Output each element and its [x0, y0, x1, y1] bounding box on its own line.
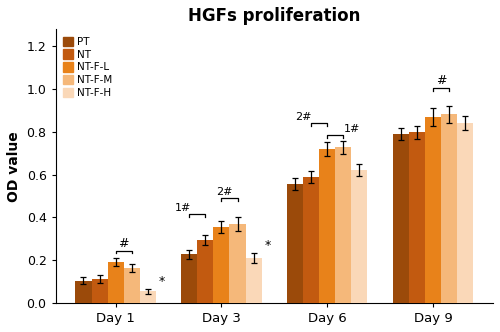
- Text: *: *: [159, 275, 166, 288]
- Text: 1#: 1#: [174, 203, 191, 213]
- Bar: [92, 279, 108, 303]
- Bar: [392, 134, 409, 303]
- Bar: [198, 240, 214, 303]
- Bar: [230, 224, 246, 303]
- Text: 1#: 1#: [344, 124, 360, 134]
- Text: *: *: [265, 239, 271, 252]
- Bar: [441, 115, 457, 303]
- Bar: [140, 291, 156, 303]
- Bar: [335, 147, 351, 303]
- Bar: [76, 281, 92, 303]
- Title: HGFs proliferation: HGFs proliferation: [188, 7, 360, 25]
- Text: #: #: [436, 74, 446, 87]
- Bar: [108, 262, 124, 303]
- Y-axis label: OD value: OD value: [7, 131, 21, 202]
- Text: 2#: 2#: [216, 187, 233, 197]
- Legend: PT, NT, NT-F-L, NT-F-M, NT-F-H: PT, NT, NT-F-L, NT-F-M, NT-F-H: [60, 35, 114, 100]
- Bar: [181, 254, 198, 303]
- Bar: [409, 132, 425, 303]
- Bar: [425, 117, 441, 303]
- Bar: [124, 268, 140, 303]
- Text: 2#: 2#: [295, 112, 312, 122]
- Bar: [246, 258, 262, 303]
- Bar: [287, 184, 303, 303]
- Bar: [352, 170, 368, 303]
- Bar: [319, 149, 335, 303]
- Bar: [303, 177, 319, 303]
- Bar: [214, 227, 230, 303]
- Bar: [457, 123, 473, 303]
- Text: #: #: [118, 237, 129, 250]
